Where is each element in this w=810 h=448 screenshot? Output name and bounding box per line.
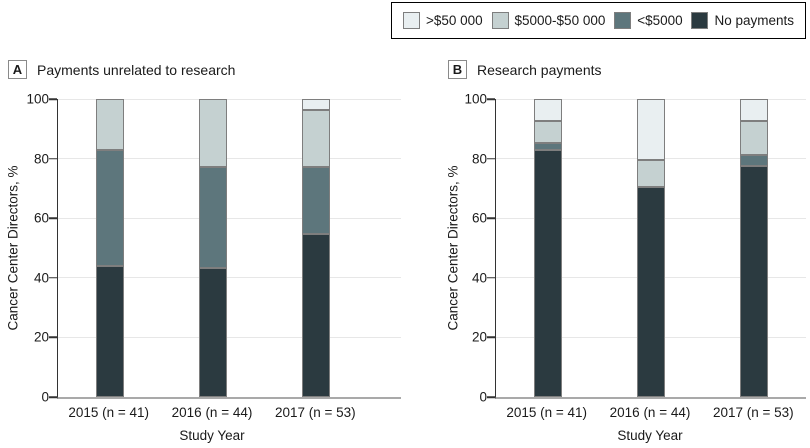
bar-segment-5000-50-000 bbox=[533, 121, 562, 143]
bar-segment-50-000 bbox=[637, 98, 665, 160]
y-tick bbox=[49, 217, 57, 219]
bar-segment-5000 bbox=[302, 166, 331, 234]
y-tick-label: 100 bbox=[26, 91, 49, 107]
y-tick bbox=[49, 157, 57, 160]
stacked-bar-2017 bbox=[302, 99, 331, 397]
stacked-bar-2015 bbox=[95, 99, 124, 397]
gridline-60 bbox=[58, 217, 401, 219]
y-tick bbox=[49, 336, 57, 339]
stacked-bar-2017 bbox=[740, 99, 769, 397]
bar-segment-5000-50-000 bbox=[637, 159, 665, 187]
legend-label: >$50 000 bbox=[426, 13, 483, 28]
panels-row: A Payments unrelated to research Cancer … bbox=[0, 55, 810, 448]
y-tick bbox=[49, 277, 57, 279]
y-tick-label: 40 bbox=[33, 270, 49, 286]
panel-a-header: A Payments unrelated to research bbox=[8, 60, 235, 79]
x-tick-label: 2016 (n = 44) bbox=[609, 405, 691, 420]
bar-segment-5000 bbox=[533, 142, 562, 150]
stacked-bar-2016 bbox=[199, 99, 227, 397]
bar-segment-no-payments bbox=[199, 268, 227, 397]
x-tick-label: 2015 (n = 41) bbox=[68, 405, 149, 420]
gridline-100 bbox=[58, 98, 401, 100]
bar-segment-5000 bbox=[740, 155, 769, 167]
legend: >$50 000 $5000-$50 000 <$5000 No payments bbox=[391, 2, 806, 39]
y-tick bbox=[49, 98, 57, 100]
y-tick-label: 80 bbox=[33, 151, 49, 167]
x-tick-label: 2016 (n = 44) bbox=[171, 405, 253, 420]
y-tick bbox=[487, 98, 495, 100]
y-tick bbox=[49, 396, 57, 398]
x-axis-label: Study Year bbox=[617, 428, 683, 443]
y-tick bbox=[487, 157, 495, 160]
stacked-bar-2015 bbox=[533, 99, 562, 397]
bar-segment-5000-50-000 bbox=[302, 110, 331, 167]
plot-area-b: 0 20 40 60 80 100 bbox=[464, 92, 806, 405]
y-tick-label: 60 bbox=[33, 210, 49, 226]
y-axis-label: Cancer Center Directors, % bbox=[5, 165, 21, 331]
legend-item-no-payments: No payments bbox=[691, 12, 794, 29]
bar-segment-5000-50-000 bbox=[199, 99, 227, 167]
legend-swatch-no-payments bbox=[691, 12, 709, 29]
x-tick-label: 2015 (n = 41) bbox=[506, 405, 587, 420]
plot-area-a: 0 20 40 60 80 100 bbox=[26, 92, 401, 405]
panel-b-title: Research payments bbox=[477, 61, 602, 78]
bar-segment-no-payments bbox=[533, 149, 562, 397]
y-tick-label: 20 bbox=[33, 329, 49, 345]
panel-payments-unrelated: A Payments unrelated to research Cancer … bbox=[0, 55, 440, 448]
y-tick-label: 0 bbox=[479, 389, 487, 405]
bar-segment-5000 bbox=[95, 149, 124, 267]
gridline-20 bbox=[58, 336, 401, 338]
y-tick-label: 0 bbox=[41, 389, 49, 405]
x-axis-label: Study Year bbox=[179, 428, 245, 443]
y-tick bbox=[487, 277, 495, 279]
legend-label: No payments bbox=[714, 13, 794, 28]
legend-swatch-50-000 bbox=[403, 12, 420, 29]
bar-segment-no-payments bbox=[740, 166, 769, 397]
legend-item-50-000: >$50 000 bbox=[403, 12, 483, 29]
bar-segment-no-payments bbox=[302, 234, 331, 397]
legend-item-5000-50-000: $5000-$50 000 bbox=[491, 12, 606, 29]
y-tick bbox=[487, 217, 495, 219]
bar-segment-5000-50-000 bbox=[95, 99, 124, 150]
panel-b-header: B Research payments bbox=[448, 60, 602, 79]
legend-swatch-5000-50-000 bbox=[491, 12, 509, 29]
legend-label: $5000-$50 000 bbox=[514, 13, 606, 28]
bar-segment-50-000 bbox=[533, 99, 562, 122]
bar-segment-50-000 bbox=[302, 99, 331, 111]
y-tick-label: 20 bbox=[471, 329, 487, 345]
bar-segment-50-000 bbox=[740, 99, 769, 122]
legend-label: <$5000 bbox=[637, 13, 683, 28]
stacked-bar-2016 bbox=[637, 98, 665, 397]
bar-segment-5000 bbox=[199, 166, 227, 269]
bar-segment-no-payments bbox=[637, 186, 665, 397]
bar-segment-no-payments bbox=[95, 266, 124, 397]
panel-b-key: B bbox=[448, 60, 467, 79]
x-tick-label: 2017 (n = 53) bbox=[274, 405, 356, 420]
gridline-40 bbox=[58, 277, 401, 279]
y-tick-label: 100 bbox=[464, 91, 487, 107]
legend-swatch-5000 bbox=[614, 12, 632, 29]
y-axis-label: Cancer Center Directors, % bbox=[445, 165, 461, 331]
bar-segment-5000-50-000 bbox=[740, 121, 769, 156]
panel-a-key: A bbox=[8, 60, 27, 79]
legend-item-5000: <$5000 bbox=[614, 12, 683, 29]
x-tick-label: 2017 (n = 53) bbox=[712, 405, 794, 420]
y-tick bbox=[487, 396, 495, 398]
y-tick-label: 60 bbox=[471, 210, 487, 226]
y-tick bbox=[487, 336, 495, 339]
y-tick-label: 40 bbox=[471, 270, 487, 286]
panel-a-title: Payments unrelated to research bbox=[37, 61, 236, 78]
panel-research-payments: B Research payments Cancer Center Direct… bbox=[440, 55, 810, 448]
y-tick-label: 80 bbox=[471, 151, 487, 167]
gridline-80 bbox=[58, 158, 401, 160]
